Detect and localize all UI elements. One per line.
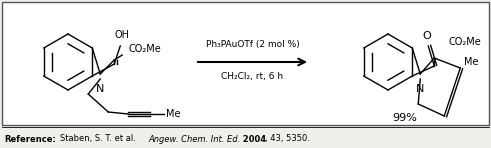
Text: 99%: 99% <box>393 113 417 123</box>
Text: Ph₃PAuOTf (2 mol %): Ph₃PAuOTf (2 mol %) <box>206 40 300 49</box>
Text: Reference:: Reference: <box>4 135 56 144</box>
Text: , 43, 5350.: , 43, 5350. <box>265 135 310 144</box>
Text: CO₂Me: CO₂Me <box>128 44 161 54</box>
Text: CO₂Me: CO₂Me <box>448 37 481 47</box>
Text: OH: OH <box>115 30 130 40</box>
FancyBboxPatch shape <box>2 2 489 125</box>
Text: CH₂Cl₂, rt, 6 h: CH₂Cl₂, rt, 6 h <box>221 71 284 81</box>
Text: N: N <box>416 84 424 94</box>
Text: Angew. Chem. Int. Ed.: Angew. Chem. Int. Ed. <box>148 135 240 144</box>
Text: N: N <box>96 84 105 94</box>
Text: Me: Me <box>166 109 181 119</box>
Text: 2004: 2004 <box>240 135 266 144</box>
Text: Staben, S. T. et al.: Staben, S. T. et al. <box>60 135 138 144</box>
Text: Me: Me <box>464 57 479 67</box>
Text: O: O <box>423 31 432 41</box>
